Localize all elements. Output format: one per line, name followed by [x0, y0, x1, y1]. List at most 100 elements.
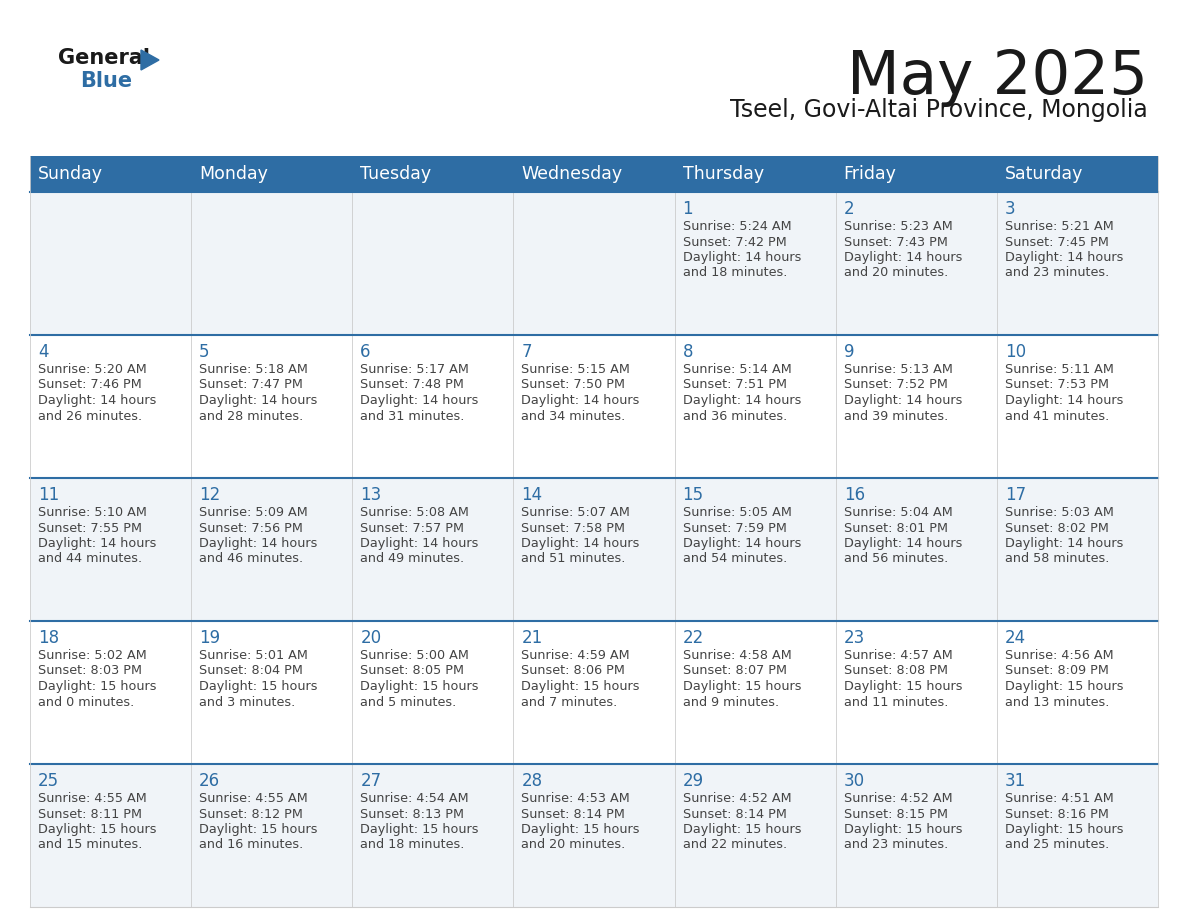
Text: Sunrise: 4:58 AM: Sunrise: 4:58 AM: [683, 649, 791, 662]
Text: and 31 minutes.: and 31 minutes.: [360, 409, 465, 422]
Text: Sunrise: 5:01 AM: Sunrise: 5:01 AM: [200, 649, 308, 662]
Text: 14: 14: [522, 486, 543, 504]
Text: Sunset: 8:14 PM: Sunset: 8:14 PM: [683, 808, 786, 821]
Text: Sunrise: 5:00 AM: Sunrise: 5:00 AM: [360, 649, 469, 662]
Text: and 23 minutes.: and 23 minutes.: [1005, 266, 1110, 279]
Text: Sunrise: 5:03 AM: Sunrise: 5:03 AM: [1005, 506, 1113, 519]
Text: Sunset: 7:47 PM: Sunset: 7:47 PM: [200, 378, 303, 391]
Text: Sunrise: 4:56 AM: Sunrise: 4:56 AM: [1005, 649, 1113, 662]
Text: Daylight: 15 hours: Daylight: 15 hours: [38, 680, 157, 693]
Text: Sunset: 8:07 PM: Sunset: 8:07 PM: [683, 665, 786, 677]
Text: and 41 minutes.: and 41 minutes.: [1005, 409, 1110, 422]
Text: Sunrise: 5:24 AM: Sunrise: 5:24 AM: [683, 220, 791, 233]
Text: Daylight: 14 hours: Daylight: 14 hours: [1005, 394, 1123, 407]
Text: 3: 3: [1005, 200, 1016, 218]
Text: 27: 27: [360, 772, 381, 790]
Text: Sunset: 8:04 PM: Sunset: 8:04 PM: [200, 665, 303, 677]
Text: Sunrise: 5:23 AM: Sunrise: 5:23 AM: [843, 220, 953, 233]
Text: and 36 minutes.: and 36 minutes.: [683, 409, 786, 422]
Text: 1: 1: [683, 200, 693, 218]
Text: 31: 31: [1005, 772, 1026, 790]
Text: Daylight: 14 hours: Daylight: 14 hours: [1005, 537, 1123, 550]
Polygon shape: [141, 50, 159, 70]
Text: Daylight: 15 hours: Daylight: 15 hours: [683, 823, 801, 836]
Text: Daylight: 14 hours: Daylight: 14 hours: [522, 394, 640, 407]
Text: and 15 minutes.: and 15 minutes.: [38, 838, 143, 852]
Text: Sunset: 8:14 PM: Sunset: 8:14 PM: [522, 808, 625, 821]
Text: Sunrise: 4:51 AM: Sunrise: 4:51 AM: [1005, 792, 1113, 805]
Text: Sunrise: 4:54 AM: Sunrise: 4:54 AM: [360, 792, 469, 805]
Text: 20: 20: [360, 629, 381, 647]
Text: Sunrise: 5:18 AM: Sunrise: 5:18 AM: [200, 363, 308, 376]
Text: and 16 minutes.: and 16 minutes.: [200, 838, 303, 852]
Text: and 26 minutes.: and 26 minutes.: [38, 409, 143, 422]
Text: Sunrise: 5:14 AM: Sunrise: 5:14 AM: [683, 363, 791, 376]
Text: Sunrise: 4:53 AM: Sunrise: 4:53 AM: [522, 792, 630, 805]
Text: and 3 minutes.: and 3 minutes.: [200, 696, 296, 709]
Text: and 23 minutes.: and 23 minutes.: [843, 838, 948, 852]
Text: Sunset: 7:53 PM: Sunset: 7:53 PM: [1005, 378, 1108, 391]
Text: Sunset: 7:48 PM: Sunset: 7:48 PM: [360, 378, 465, 391]
Text: 10: 10: [1005, 343, 1026, 361]
Text: Sunrise: 4:59 AM: Sunrise: 4:59 AM: [522, 649, 630, 662]
Text: and 54 minutes.: and 54 minutes.: [683, 553, 786, 565]
Text: 5: 5: [200, 343, 209, 361]
Text: Daylight: 15 hours: Daylight: 15 hours: [843, 680, 962, 693]
Text: Daylight: 15 hours: Daylight: 15 hours: [200, 680, 317, 693]
Text: and 51 minutes.: and 51 minutes.: [522, 553, 626, 565]
Text: 12: 12: [200, 486, 221, 504]
Text: 23: 23: [843, 629, 865, 647]
Text: Daylight: 15 hours: Daylight: 15 hours: [843, 823, 962, 836]
Text: and 56 minutes.: and 56 minutes.: [843, 553, 948, 565]
Text: Monday: Monday: [200, 165, 268, 183]
Text: 30: 30: [843, 772, 865, 790]
Text: Sunset: 8:01 PM: Sunset: 8:01 PM: [843, 521, 948, 534]
Text: Sunset: 7:45 PM: Sunset: 7:45 PM: [1005, 236, 1108, 249]
Text: Sunrise: 5:02 AM: Sunrise: 5:02 AM: [38, 649, 147, 662]
Text: Sunset: 7:50 PM: Sunset: 7:50 PM: [522, 378, 625, 391]
Text: Blue: Blue: [80, 71, 132, 91]
Text: Friday: Friday: [843, 165, 897, 183]
Text: Sunset: 8:09 PM: Sunset: 8:09 PM: [1005, 665, 1108, 677]
Text: and 39 minutes.: and 39 minutes.: [843, 409, 948, 422]
Text: Sunset: 8:15 PM: Sunset: 8:15 PM: [843, 808, 948, 821]
Text: Sunset: 8:06 PM: Sunset: 8:06 PM: [522, 665, 625, 677]
Text: Sunrise: 5:05 AM: Sunrise: 5:05 AM: [683, 506, 791, 519]
Text: Daylight: 14 hours: Daylight: 14 hours: [683, 537, 801, 550]
Text: Sunset: 8:02 PM: Sunset: 8:02 PM: [1005, 521, 1108, 534]
Text: Sunrise: 4:57 AM: Sunrise: 4:57 AM: [843, 649, 953, 662]
Text: Sunset: 8:05 PM: Sunset: 8:05 PM: [360, 665, 465, 677]
Text: Daylight: 14 hours: Daylight: 14 hours: [522, 537, 640, 550]
Text: Sunrise: 5:07 AM: Sunrise: 5:07 AM: [522, 506, 631, 519]
Text: Daylight: 14 hours: Daylight: 14 hours: [843, 394, 962, 407]
Text: Sunrise: 5:20 AM: Sunrise: 5:20 AM: [38, 363, 147, 376]
Text: and 28 minutes.: and 28 minutes.: [200, 409, 303, 422]
Text: Sunset: 7:58 PM: Sunset: 7:58 PM: [522, 521, 625, 534]
Text: Daylight: 14 hours: Daylight: 14 hours: [843, 251, 962, 264]
Text: 22: 22: [683, 629, 703, 647]
Text: Daylight: 15 hours: Daylight: 15 hours: [1005, 680, 1124, 693]
Text: and 20 minutes.: and 20 minutes.: [843, 266, 948, 279]
Text: Daylight: 14 hours: Daylight: 14 hours: [683, 251, 801, 264]
Text: 8: 8: [683, 343, 693, 361]
Text: Daylight: 15 hours: Daylight: 15 hours: [1005, 823, 1124, 836]
Text: Sunset: 7:42 PM: Sunset: 7:42 PM: [683, 236, 786, 249]
Bar: [30, 335, 1158, 478]
Text: and 20 minutes.: and 20 minutes.: [522, 838, 626, 852]
Text: Daylight: 14 hours: Daylight: 14 hours: [200, 394, 317, 407]
Text: Daylight: 14 hours: Daylight: 14 hours: [360, 394, 479, 407]
Text: Tuesday: Tuesday: [360, 165, 431, 183]
Text: Daylight: 15 hours: Daylight: 15 hours: [360, 823, 479, 836]
Text: Saturday: Saturday: [1005, 165, 1083, 183]
Text: 2: 2: [843, 200, 854, 218]
Text: Sunset: 8:12 PM: Sunset: 8:12 PM: [200, 808, 303, 821]
Text: 29: 29: [683, 772, 703, 790]
Text: and 58 minutes.: and 58 minutes.: [1005, 553, 1110, 565]
Text: Daylight: 15 hours: Daylight: 15 hours: [38, 823, 157, 836]
Text: 25: 25: [38, 772, 59, 790]
Bar: [30, 478, 1158, 621]
Text: Sunrise: 4:55 AM: Sunrise: 4:55 AM: [38, 792, 147, 805]
Text: Wednesday: Wednesday: [522, 165, 623, 183]
Text: Sunrise: 5:11 AM: Sunrise: 5:11 AM: [1005, 363, 1113, 376]
Text: Daylight: 14 hours: Daylight: 14 hours: [38, 394, 157, 407]
